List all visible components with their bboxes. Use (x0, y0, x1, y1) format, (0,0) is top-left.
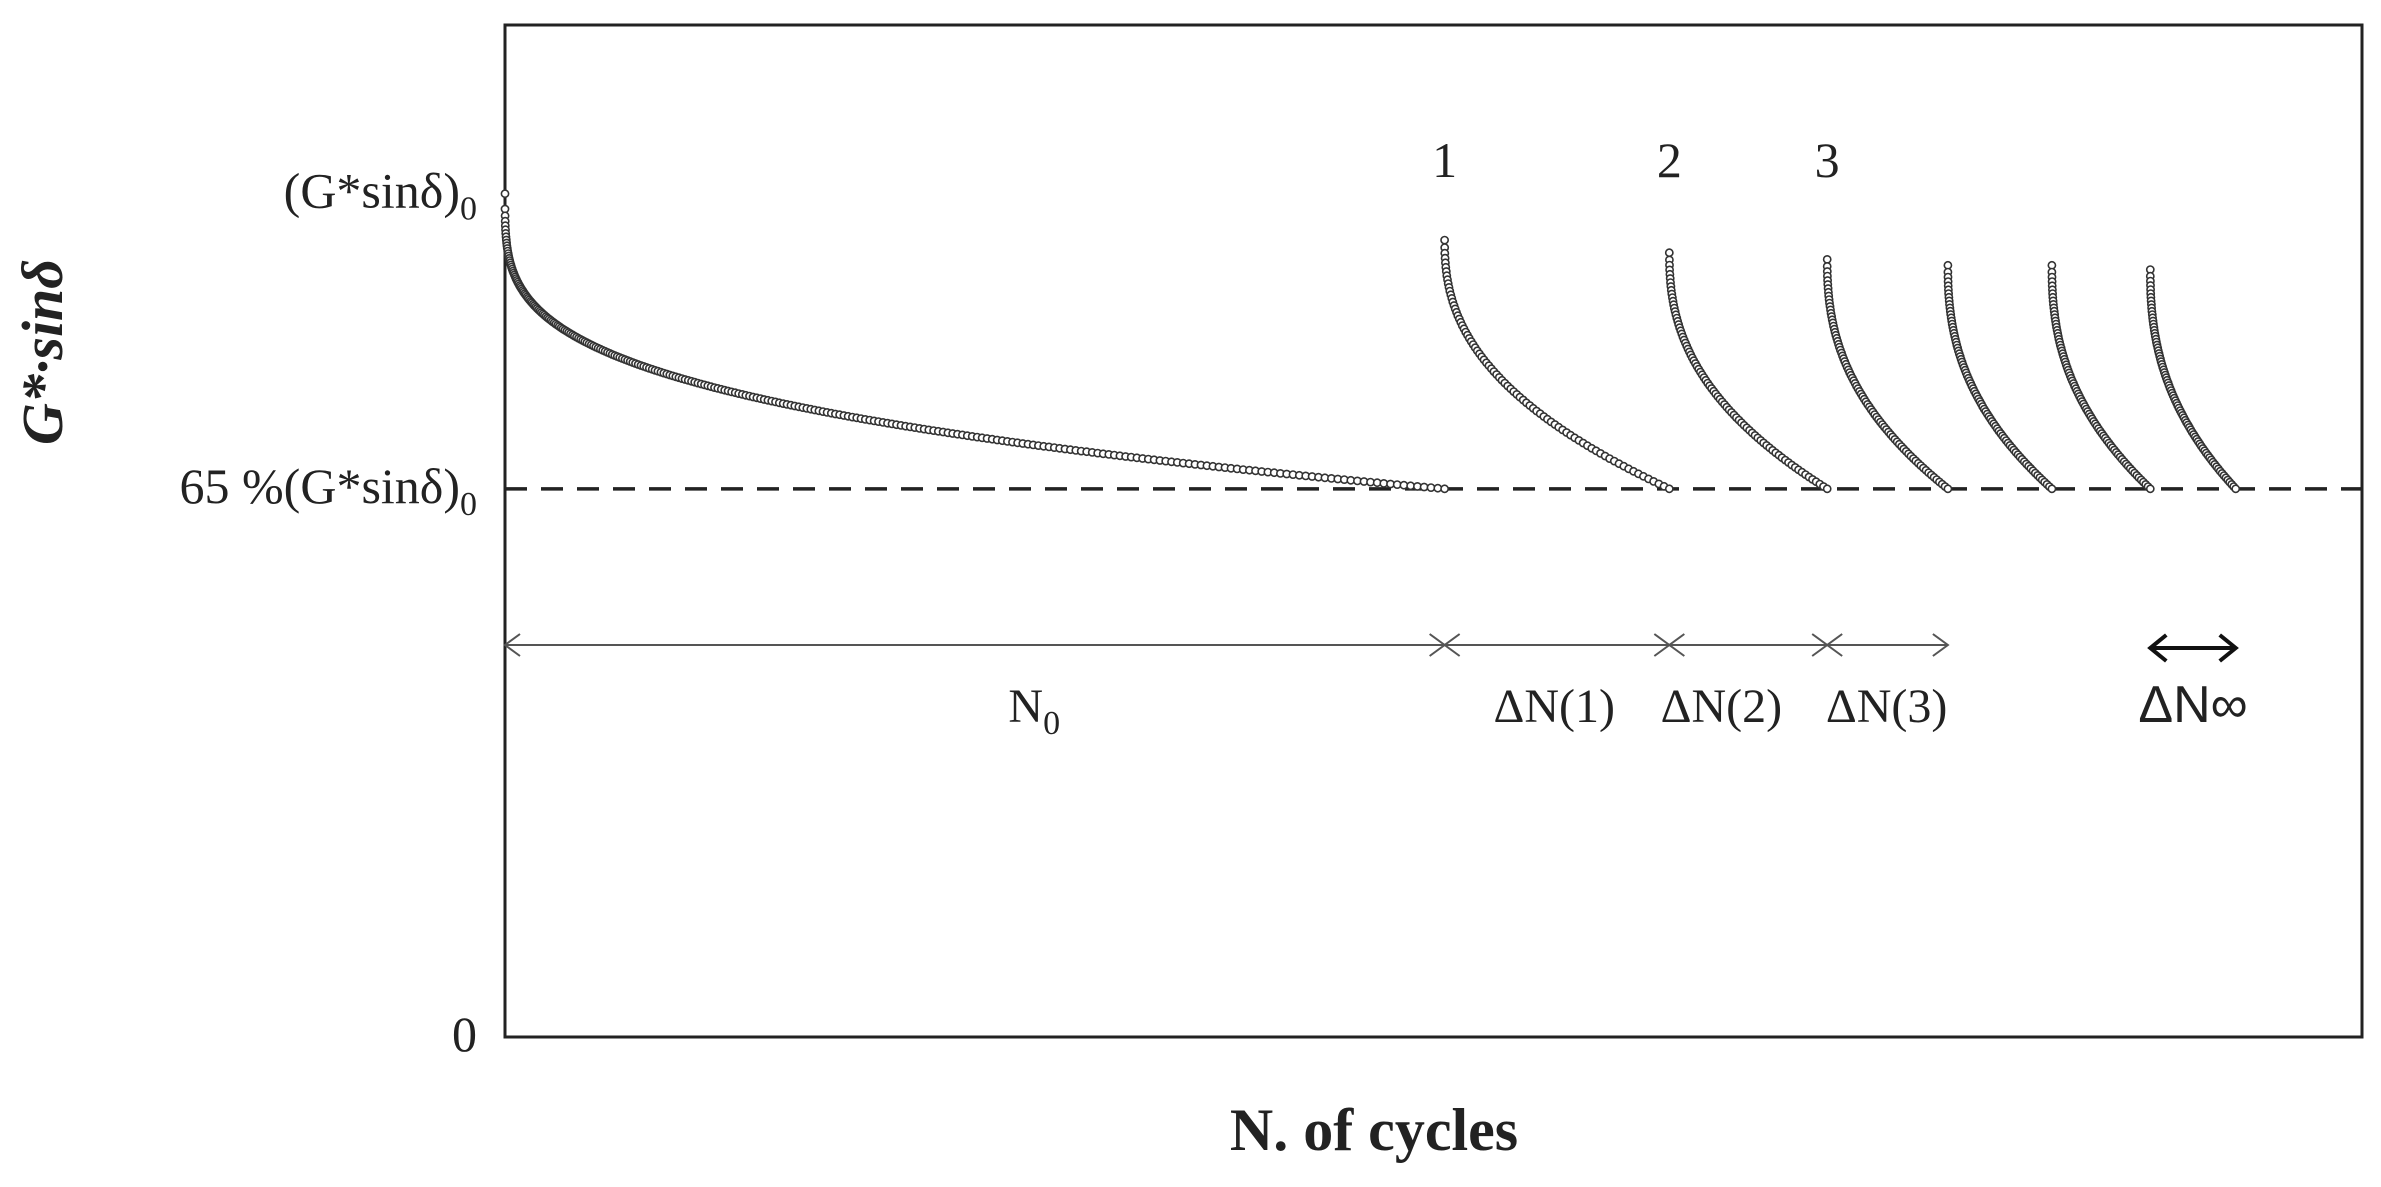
data-point (1664, 248, 1674, 258)
y-tick-label-0: 0 (452, 1006, 477, 1062)
x-axis-label: N. of cycles (1230, 1097, 1518, 1163)
data-point (1664, 484, 1674, 494)
interval-arrowhead-left-3 (1825, 633, 1843, 657)
series-3 (1822, 254, 1953, 494)
interval-layer: N0 ΔN(1) ΔN(2) ΔN(3) ΔN∞ (503, 633, 2248, 742)
y-tick-label-1: 65 %(G*sinδ)0 (180, 458, 477, 523)
data-point (2047, 484, 2057, 494)
interval-0: N0 (503, 633, 1447, 742)
peak-label-0: 1 (1432, 132, 1457, 188)
interval-arrowhead-right-3 (1932, 633, 1950, 657)
interval-3: ΔN(3) (1825, 633, 1950, 733)
series-2 (1664, 248, 1832, 494)
data-point (1822, 254, 1832, 264)
interval-arrowhead-left-4 (2147, 633, 2168, 663)
interval-arrowhead-left-1 (1442, 633, 1461, 657)
data-point (2145, 484, 2155, 494)
peak-label-2: 3 (1815, 132, 1840, 188)
series-1 (1440, 235, 1674, 494)
interval-arrowhead-right-4 (2218, 633, 2239, 663)
y-tick-label-2: (G*sinδ)0 (284, 163, 477, 228)
interval-label-1: ΔN(1) (1493, 680, 1615, 733)
interval-label-4: ΔN∞ (2138, 676, 2247, 734)
data-point (2231, 484, 2241, 494)
interval-label-2: ΔN(2) (1661, 680, 1783, 733)
peak-labels: 1 2 3 (1432, 132, 1840, 188)
interval-4: ΔN∞ (2138, 633, 2248, 734)
plot-frame (503, 23, 2364, 1039)
interval-1: ΔN(1) (1442, 633, 1672, 733)
series-4 (1943, 260, 2057, 494)
peak-label-1: 2 (1657, 132, 1682, 188)
interval-label-0: N0 (1008, 680, 1060, 742)
data-point (1440, 235, 1449, 245)
interval-arrowhead-left-2 (1667, 633, 1685, 657)
data-point (1943, 484, 1953, 494)
data-point (1440, 484, 1449, 494)
interval-2: ΔN(2) (1661, 633, 1829, 733)
y-axis-label: G*·sinδ (10, 259, 75, 445)
series-0 (500, 189, 1449, 494)
data-point (500, 189, 510, 199)
interval-label-3: ΔN(3) (1826, 680, 1948, 733)
series-5 (2047, 260, 2155, 494)
data-point (1822, 484, 1832, 494)
y-tick-labels: 0 65 %(G*sinδ)0 (G*sinδ)0 (180, 163, 477, 1062)
series-6 (2145, 265, 2241, 494)
interval-arrowhead-left-0 (503, 633, 521, 657)
data-point (1419, 482, 1429, 492)
series-layer (500, 189, 2241, 494)
